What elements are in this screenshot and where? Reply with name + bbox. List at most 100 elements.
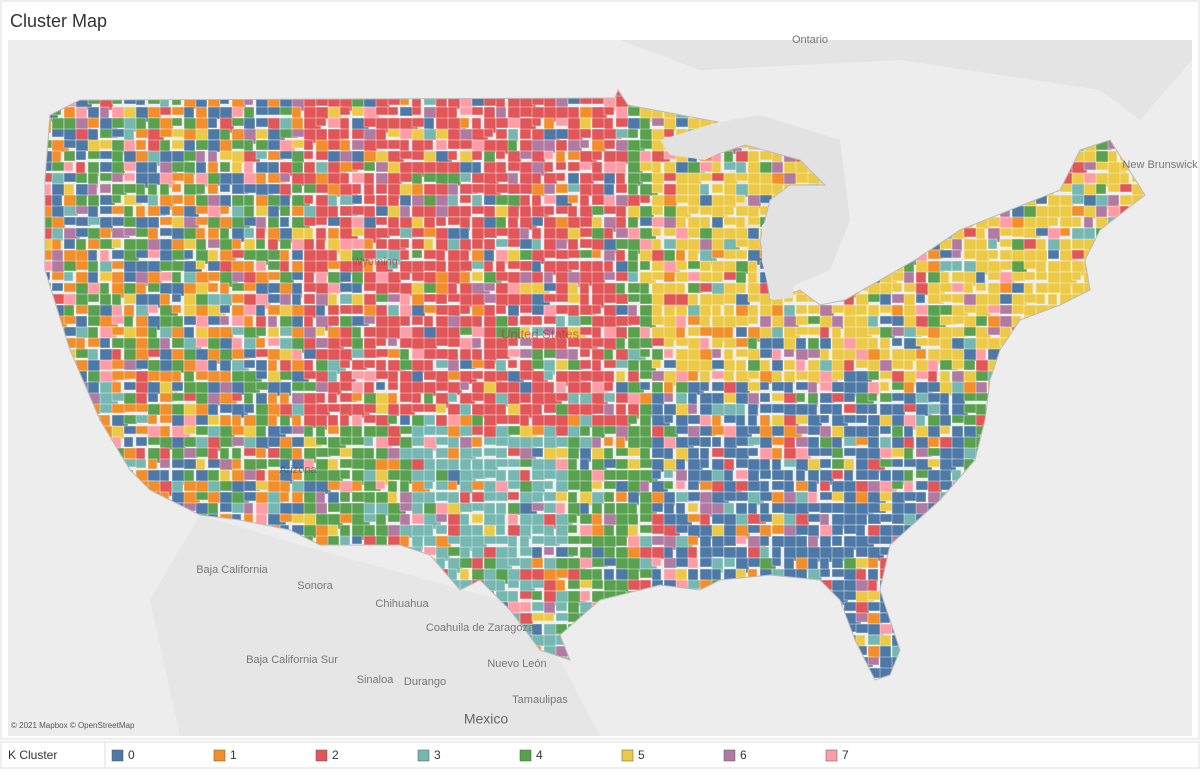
county bbox=[411, 260, 425, 274]
county bbox=[375, 337, 387, 347]
county bbox=[255, 337, 266, 349]
county bbox=[663, 414, 674, 424]
county bbox=[975, 403, 987, 416]
county bbox=[495, 315, 509, 328]
county bbox=[471, 524, 484, 537]
county bbox=[147, 414, 158, 425]
county bbox=[495, 150, 506, 160]
county bbox=[543, 161, 554, 173]
county bbox=[567, 304, 580, 318]
county bbox=[387, 128, 402, 138]
county bbox=[663, 315, 678, 329]
county bbox=[279, 249, 290, 262]
county bbox=[891, 359, 905, 370]
county bbox=[291, 106, 302, 120]
county bbox=[771, 326, 784, 339]
county bbox=[975, 238, 988, 251]
county bbox=[123, 414, 138, 425]
county bbox=[807, 359, 822, 372]
county bbox=[507, 513, 519, 526]
county bbox=[651, 557, 662, 567]
county bbox=[327, 524, 339, 537]
county bbox=[147, 161, 158, 175]
county bbox=[123, 381, 137, 391]
county bbox=[99, 337, 111, 349]
county bbox=[747, 469, 760, 483]
county bbox=[759, 447, 774, 461]
county bbox=[447, 304, 461, 318]
county bbox=[1083, 216, 1094, 229]
county bbox=[543, 612, 555, 622]
county bbox=[231, 238, 242, 250]
county bbox=[735, 205, 750, 217]
county bbox=[483, 260, 494, 273]
county bbox=[387, 403, 400, 417]
county bbox=[387, 216, 400, 230]
county bbox=[435, 403, 447, 414]
county bbox=[1047, 227, 1061, 240]
county bbox=[207, 359, 218, 372]
county bbox=[531, 436, 544, 448]
county bbox=[411, 381, 425, 394]
county bbox=[855, 293, 870, 306]
county bbox=[207, 282, 219, 293]
county bbox=[363, 117, 378, 128]
county bbox=[759, 392, 771, 403]
county bbox=[951, 260, 963, 272]
county bbox=[495, 216, 507, 230]
county bbox=[411, 249, 423, 259]
county bbox=[555, 447, 569, 459]
county bbox=[279, 370, 293, 381]
county bbox=[255, 150, 268, 160]
county bbox=[135, 139, 147, 151]
county bbox=[663, 436, 677, 450]
county bbox=[279, 260, 290, 273]
county bbox=[207, 458, 222, 469]
county bbox=[303, 425, 314, 438]
county bbox=[651, 425, 665, 439]
county bbox=[711, 381, 726, 392]
county bbox=[591, 480, 603, 490]
county bbox=[651, 403, 664, 416]
county bbox=[291, 249, 304, 261]
county bbox=[555, 315, 566, 328]
county bbox=[243, 359, 256, 369]
county bbox=[135, 392, 148, 406]
county bbox=[459, 425, 474, 437]
county bbox=[507, 381, 521, 394]
county bbox=[243, 227, 255, 239]
county bbox=[579, 183, 593, 197]
county bbox=[867, 469, 880, 481]
county bbox=[579, 348, 591, 358]
county bbox=[795, 546, 809, 559]
county bbox=[171, 183, 182, 193]
county bbox=[711, 304, 722, 317]
county bbox=[459, 491, 471, 505]
county bbox=[135, 458, 147, 469]
county bbox=[651, 381, 664, 394]
county bbox=[639, 194, 651, 204]
county bbox=[999, 293, 1014, 305]
county bbox=[603, 447, 614, 460]
county bbox=[771, 447, 783, 460]
county bbox=[87, 227, 102, 240]
county bbox=[231, 392, 243, 402]
county bbox=[843, 315, 857, 329]
county bbox=[1047, 249, 1060, 260]
county bbox=[399, 194, 412, 207]
county bbox=[639, 348, 651, 358]
county bbox=[471, 491, 486, 503]
county bbox=[363, 436, 374, 447]
county bbox=[987, 238, 998, 250]
county bbox=[351, 282, 363, 294]
county bbox=[363, 513, 377, 523]
county bbox=[255, 117, 270, 128]
county bbox=[675, 480, 686, 490]
county bbox=[543, 546, 555, 556]
county bbox=[555, 161, 567, 171]
county bbox=[903, 392, 917, 406]
county bbox=[147, 337, 161, 350]
county bbox=[531, 502, 546, 512]
county bbox=[243, 260, 255, 274]
county bbox=[603, 205, 618, 215]
